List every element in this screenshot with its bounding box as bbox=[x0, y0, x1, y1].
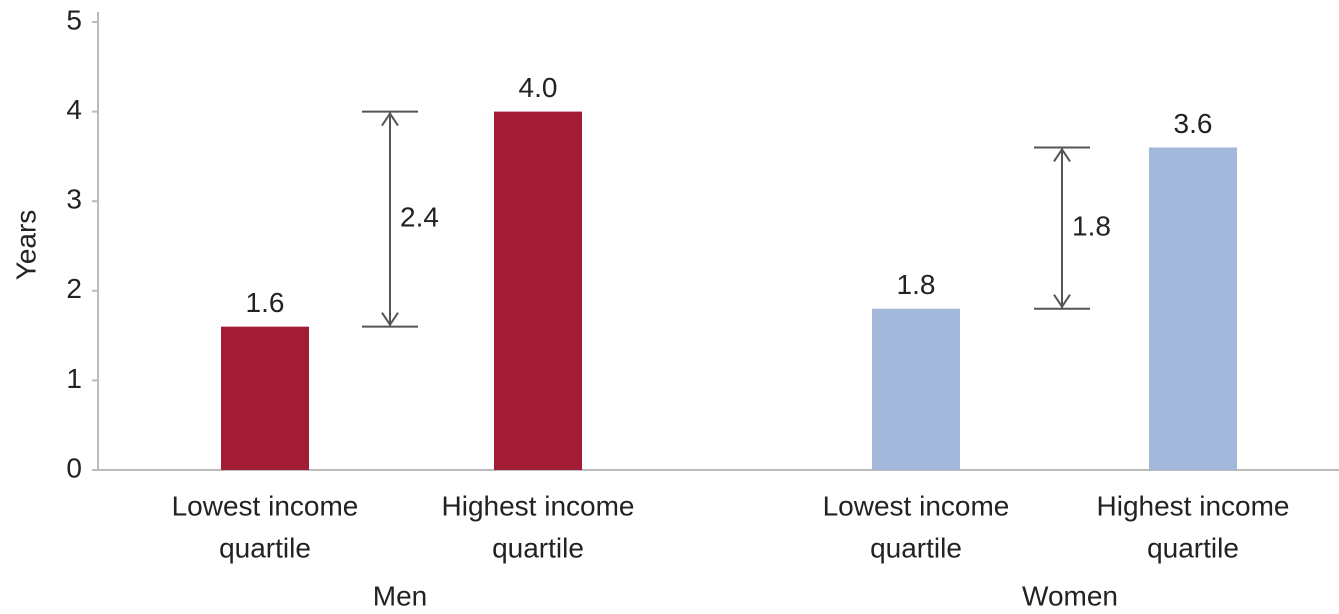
y-tick-label: 1 bbox=[66, 363, 82, 394]
x-tick-label: Highest income bbox=[1097, 490, 1290, 521]
bar bbox=[1149, 147, 1237, 470]
data-label: 1.6 bbox=[246, 287, 285, 318]
difference-label: 1.8 bbox=[1072, 210, 1111, 241]
data-label: 3.6 bbox=[1174, 108, 1213, 139]
x-tick-label: Highest income bbox=[442, 490, 635, 521]
x-tick-label: Lowest income bbox=[172, 490, 359, 521]
data-label: 4.0 bbox=[519, 72, 558, 103]
x-tick-label: quartile bbox=[1147, 532, 1239, 563]
data-label: 1.8 bbox=[897, 269, 936, 300]
bar bbox=[494, 111, 582, 470]
x-tick-label: quartile bbox=[219, 532, 311, 563]
y-tick-label: 0 bbox=[66, 452, 82, 483]
difference-label: 2.4 bbox=[400, 202, 439, 233]
bar bbox=[872, 308, 960, 470]
bar bbox=[221, 326, 309, 470]
x-tick-label: quartile bbox=[492, 532, 584, 563]
arrow-head bbox=[1053, 294, 1071, 309]
arrow-head bbox=[381, 312, 399, 327]
group-label: Men bbox=[373, 580, 427, 611]
group-label: Women bbox=[1022, 580, 1118, 611]
y-tick-label: 3 bbox=[66, 184, 82, 215]
x-tick-label: Lowest income bbox=[823, 490, 1010, 521]
arrow-head bbox=[1053, 147, 1071, 162]
y-tick-label: 2 bbox=[66, 273, 82, 304]
y-tick-label: 4 bbox=[66, 94, 82, 125]
y-tick-label: 5 bbox=[66, 4, 82, 35]
arrow-head bbox=[381, 111, 399, 127]
x-tick-label: quartile bbox=[870, 532, 962, 563]
y-axis-label: Years bbox=[10, 210, 41, 281]
